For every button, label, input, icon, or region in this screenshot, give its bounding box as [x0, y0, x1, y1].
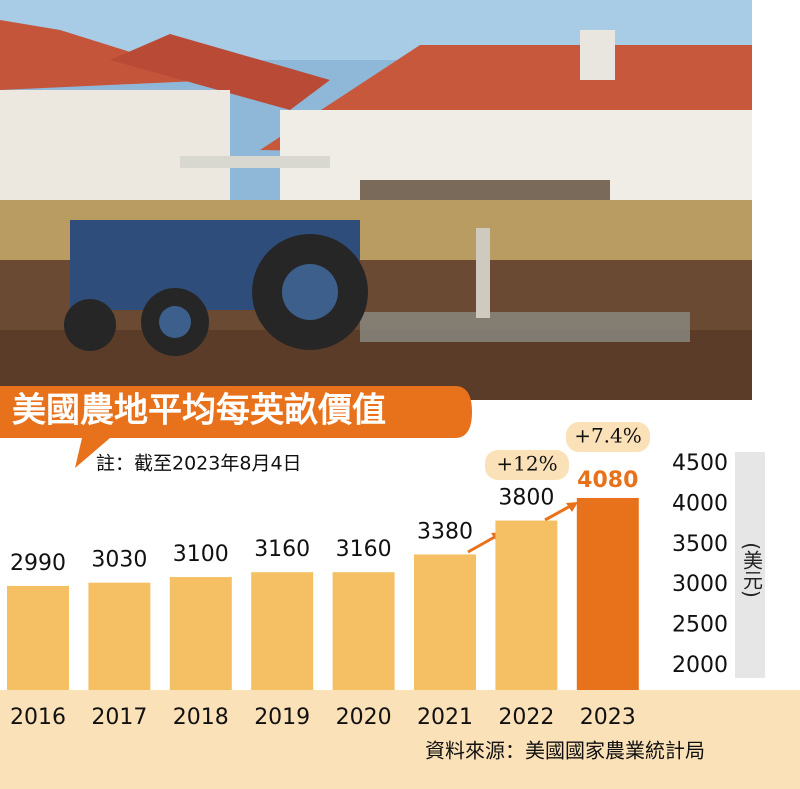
y-tick-label: 2500 [672, 612, 728, 637]
bar [251, 572, 314, 690]
value-label: 3160 [254, 537, 310, 562]
x-tick-label: 2016 [10, 705, 66, 730]
unit-band [735, 452, 765, 678]
bar [414, 554, 476, 690]
footer-corner [740, 690, 800, 789]
source: 資料來源：美國國家農業統計局 [425, 739, 705, 763]
value-label: 3800 [498, 486, 554, 511]
bar [7, 585, 69, 690]
value-label: 4080 [577, 468, 638, 493]
y-tick-label: 3500 [672, 532, 728, 557]
y-tick-label: 4000 [672, 491, 728, 516]
annotation: +12% [496, 452, 557, 476]
y-tick-label: 2000 [672, 653, 728, 678]
bar [332, 572, 395, 690]
x-tick-label: 2020 [336, 705, 392, 730]
bar [88, 582, 151, 690]
title-bubble [0, 386, 472, 468]
bar [169, 577, 232, 690]
value-label: 3160 [336, 537, 392, 562]
x-tick-label: 2022 [498, 705, 554, 730]
y-tick-label: 4500 [672, 451, 728, 476]
x-tick-label: 2021 [417, 705, 473, 730]
chart-title: 美國農地平均每英畝價值 [12, 391, 386, 431]
value-label: 3380 [417, 519, 473, 544]
value-label: 2990 [10, 551, 66, 576]
value-label: 3030 [91, 548, 147, 573]
arrow-head [566, 502, 578, 512]
x-tick-label: 2023 [580, 705, 636, 730]
annotation-box [485, 450, 569, 480]
bar [495, 520, 558, 690]
x-tick-label: 2017 [91, 705, 147, 730]
footer-band [0, 690, 800, 789]
photo [0, 0, 752, 400]
value-label: 3100 [173, 542, 229, 567]
bar [576, 497, 639, 690]
annotation: +7.4% [574, 424, 642, 448]
annotation-box [566, 422, 650, 452]
y-tick-label: 3000 [672, 572, 728, 597]
x-tick-label: 2019 [254, 705, 310, 730]
y-axis-label: (美元) [740, 542, 764, 598]
x-tick-label: 2018 [173, 705, 229, 730]
note: 註：截至2023年8月4日 [96, 453, 302, 475]
